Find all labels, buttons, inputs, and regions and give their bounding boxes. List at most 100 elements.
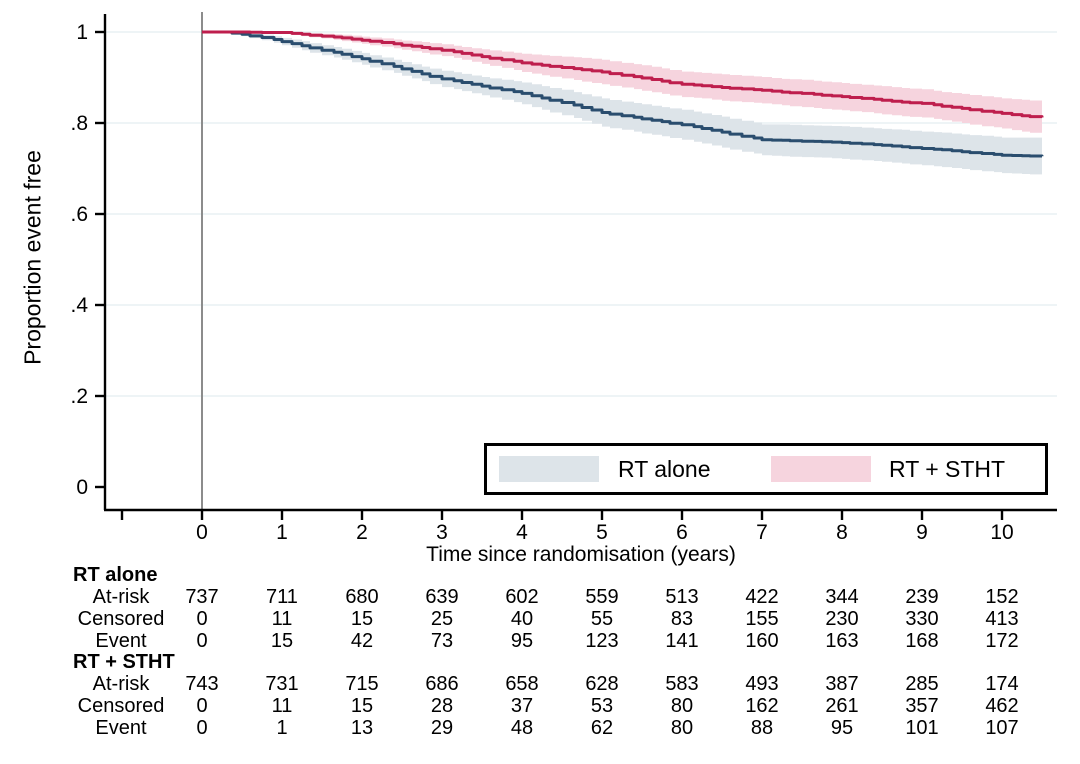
risk-value: 261 <box>825 695 859 717</box>
risk-value: 344 <box>825 586 859 608</box>
legend-label-rt-alone: RT alone <box>618 456 711 482</box>
risk-row-label: Censored <box>77 695 165 717</box>
risk-value: 155 <box>745 608 779 630</box>
risk-group-label: RT + STHT <box>73 651 175 673</box>
y-tick-label: 0 <box>76 476 88 499</box>
risk-value: 230 <box>825 608 859 630</box>
legend-label-rt-stht: RT + STHT <box>889 456 1006 482</box>
risk-value: 141 <box>665 630 699 652</box>
risk-value: 239 <box>905 586 939 608</box>
risk-value: 25 <box>430 608 454 630</box>
risk-value: 0 <box>196 608 208 630</box>
risk-value: 330 <box>905 608 939 630</box>
risk-value: 101 <box>905 717 939 739</box>
risk-value: 83 <box>670 608 694 630</box>
risk-value: 731 <box>265 673 299 695</box>
risk-value: 743 <box>185 673 219 695</box>
risk-value: 413 <box>985 608 1019 630</box>
risk-row-label: At-risk <box>92 673 150 695</box>
risk-value: 163 <box>825 630 859 652</box>
x-tick-label: 0 <box>196 521 208 544</box>
risk-value: 53 <box>590 695 614 717</box>
risk-value: 602 <box>505 586 539 608</box>
risk-value: 73 <box>430 630 454 652</box>
risk-value: 80 <box>670 717 694 739</box>
risk-value: 493 <box>745 673 779 695</box>
risk-value: 107 <box>985 717 1019 739</box>
x-axis-title: Time since randomisation (years) <box>426 543 736 566</box>
x-tick-label: 9 <box>916 521 928 544</box>
risk-value: 62 <box>590 717 614 739</box>
risk-value: 123 <box>585 630 619 652</box>
risk-value: 29 <box>430 717 454 739</box>
risk-value: 658 <box>505 673 539 695</box>
y-axis-title: Proportion event free <box>19 150 46 365</box>
legend-swatch-rt-stht <box>771 456 871 482</box>
risk-value: 15 <box>350 608 374 630</box>
risk-value: 152 <box>985 586 1019 608</box>
x-tick-label: 7 <box>756 521 768 544</box>
risk-value: 95 <box>830 717 854 739</box>
x-tick-label: 5 <box>596 521 608 544</box>
risk-value: 11 <box>271 608 293 630</box>
x-tick-label: 2 <box>356 521 368 544</box>
y-tick-label: .6 <box>70 203 88 226</box>
risk-value: 160 <box>745 630 779 652</box>
risk-value: 15 <box>270 630 294 652</box>
risk-row-label: At-risk <box>92 586 150 608</box>
y-tick-label: 1 <box>76 21 88 44</box>
risk-value: 88 <box>750 717 774 739</box>
risk-value: 80 <box>670 695 694 717</box>
risk-value: 48 <box>510 717 534 739</box>
risk-value: 680 <box>345 586 379 608</box>
risk-value: 162 <box>745 695 779 717</box>
y-tick-label: .4 <box>70 294 88 317</box>
risk-value: 15 <box>350 695 374 717</box>
risk-value: 174 <box>985 673 1019 695</box>
risk-value: 628 <box>585 673 619 695</box>
x-tick-label: 8 <box>836 521 848 544</box>
risk-group-label: RT alone <box>73 564 158 586</box>
risk-value: 0 <box>196 630 208 652</box>
risk-row-label: Censored <box>77 608 165 630</box>
risk-value: 172 <box>985 630 1019 652</box>
risk-value: 513 <box>665 586 699 608</box>
risk-value: 95 <box>510 630 534 652</box>
legend-box: RT alone RT + STHT <box>484 443 1048 495</box>
risk-value: 357 <box>905 695 939 717</box>
risk-value: 168 <box>905 630 939 652</box>
risk-value: 11 <box>271 695 293 717</box>
risk-value: 37 <box>510 695 534 717</box>
risk-value: 715 <box>345 673 379 695</box>
x-tick-label: 4 <box>516 521 528 544</box>
survival-curve-rt-stht <box>202 30 1044 119</box>
risk-value: 422 <box>745 586 779 608</box>
x-tick-label: 3 <box>436 521 448 544</box>
x-tick-label: 1 <box>276 521 288 544</box>
confidence-band-rt-stht <box>202 32 1042 134</box>
risk-value: 737 <box>185 586 219 608</box>
risk-value: 0 <box>196 695 208 717</box>
risk-value: 40 <box>510 608 534 630</box>
risk-value: 583 <box>665 673 699 695</box>
risk-value: 711 <box>266 586 298 608</box>
y-tick-label: .8 <box>70 112 88 135</box>
risk-value: 1 <box>276 717 288 739</box>
risk-value: 559 <box>585 586 619 608</box>
risk-row-label: Event <box>95 717 147 739</box>
risk-value: 0 <box>196 717 208 739</box>
risk-value: 13 <box>350 717 374 739</box>
x-tick-label: 6 <box>676 521 688 544</box>
risk-value: 639 <box>425 586 459 608</box>
km-chart: 0.2.4.6.810 1 2 3 4 5 6 7 8 9 10 <box>70 12 1057 544</box>
x-tick-label: 10 <box>990 521 1013 544</box>
legend-swatch-rt-alone <box>499 456 599 482</box>
y-tick-label: .2 <box>70 385 88 408</box>
survival-curve-rt-alone <box>202 30 1044 158</box>
risk-value: 686 <box>425 673 459 695</box>
risk-value: 28 <box>430 695 454 717</box>
risk-value: 55 <box>590 608 614 630</box>
risk-value: 462 <box>985 695 1019 717</box>
risk-row-label: Event <box>95 630 147 652</box>
